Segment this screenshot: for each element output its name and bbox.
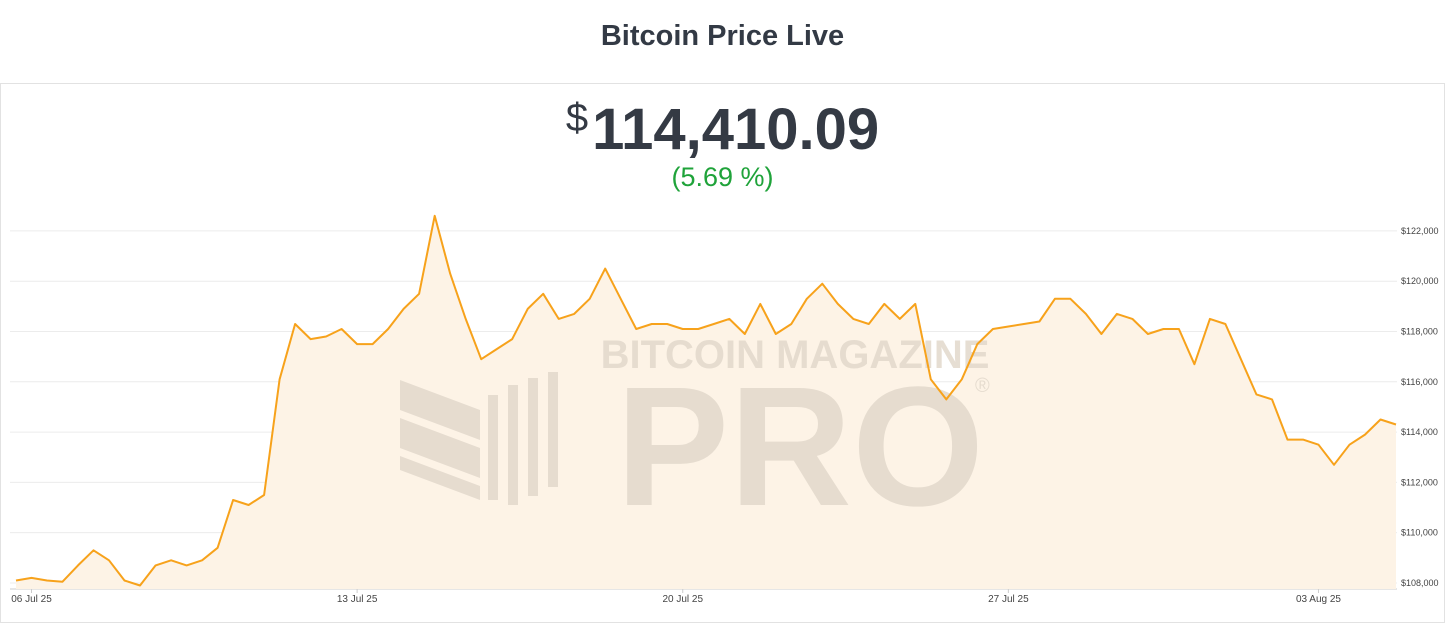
logo-bar bbox=[528, 378, 538, 496]
y-tick-label: $110,000 bbox=[1401, 528, 1438, 538]
watermark-logo bbox=[400, 372, 558, 505]
line-layer bbox=[15, 214, 1397, 587]
price: $114,410.09 bbox=[0, 96, 1445, 163]
logo-stripe bbox=[400, 380, 480, 440]
y-tick-label: $118,000 bbox=[1401, 327, 1438, 337]
y-tick-label: $108,000 bbox=[1401, 578, 1439, 588]
y-tick-label: $120,000 bbox=[1401, 276, 1439, 286]
watermark-mark: ® bbox=[975, 375, 990, 397]
watermark: BITCOIN MAGAZINE PRO ® bbox=[400, 333, 990, 542]
logo-bar bbox=[548, 372, 558, 487]
y-tick-label: $112,000 bbox=[1401, 477, 1438, 487]
area bbox=[16, 215, 1396, 590]
logo-bar bbox=[508, 385, 518, 505]
logo-stripe bbox=[400, 456, 480, 500]
y-tick-label: $116,000 bbox=[1401, 377, 1438, 387]
x-tick-label: 27 Jul 25 bbox=[988, 594, 1029, 605]
price-value: 114,410.09 bbox=[592, 97, 880, 162]
price-change: (5.69 %) bbox=[671, 162, 774, 192]
price-line bbox=[15, 214, 1397, 587]
watermark-top: BITCOIN MAGAZINE bbox=[601, 333, 990, 377]
x-tick-label: 06 Jul 25 bbox=[11, 594, 52, 605]
x-tick-label: 13 Jul 25 bbox=[337, 594, 378, 605]
y-tick-label: $122,000 bbox=[1401, 226, 1439, 236]
area-layer bbox=[16, 215, 1396, 590]
logo-stripe bbox=[400, 418, 480, 478]
logo-bar bbox=[488, 395, 498, 500]
x-tick-label: 03 Aug 25 bbox=[1296, 594, 1341, 605]
watermark-main: PRO bbox=[616, 352, 984, 542]
currency: $ bbox=[565, 96, 589, 140]
y-tick-label: $114,000 bbox=[1401, 427, 1438, 437]
x-tick-label: 20 Jul 25 bbox=[662, 594, 703, 605]
page-title: Bitcoin Price Live bbox=[600, 20, 845, 52]
